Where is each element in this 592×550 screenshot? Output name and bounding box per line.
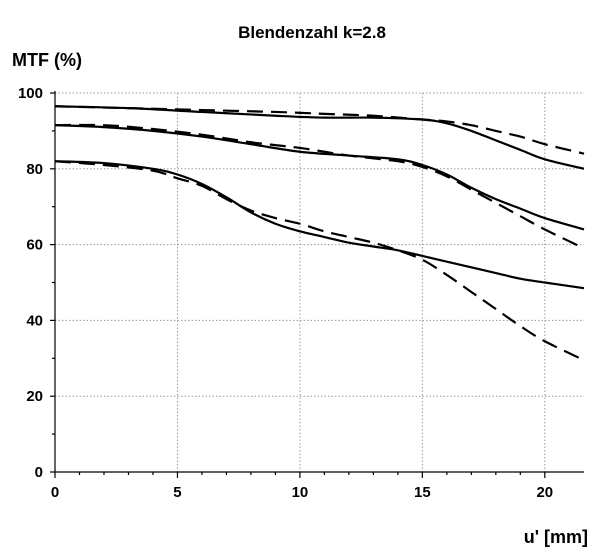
- series-group: [54, 105, 585, 362]
- series-line-4-dashed: [54, 123, 585, 250]
- x-tick-label: 20: [536, 484, 553, 501]
- grid: [55, 92, 584, 472]
- y-tick-label: 60: [26, 237, 43, 254]
- x-tick-label: 5: [173, 484, 181, 501]
- y-axis-title: MTF (%): [12, 50, 82, 70]
- series-line-5-solid: [54, 160, 585, 290]
- y-tick-label: 80: [26, 161, 43, 178]
- tick-labels: 0 5 10 15 20 0 20 40 60 80 100: [18, 85, 553, 501]
- x-tick-label: 15: [414, 484, 431, 501]
- x-tick-label: 10: [292, 484, 309, 501]
- y-tick-label: 40: [26, 312, 43, 329]
- chart-title: Blendenzahl k=2.8: [238, 23, 386, 42]
- axes: [50, 91, 584, 478]
- y-tick-label: 20: [26, 388, 43, 405]
- y-tick-label: 100: [18, 85, 43, 102]
- x-tick-label: 0: [51, 484, 59, 501]
- series-line-1-solid: [54, 105, 585, 170]
- y-tick-label: 0: [35, 464, 43, 481]
- x-axis-title: u' [mm]: [524, 527, 588, 547]
- series-line-2-dashed: [54, 105, 585, 155]
- series-line-3-solid: [54, 124, 585, 231]
- series-line-6-dashed: [54, 160, 585, 362]
